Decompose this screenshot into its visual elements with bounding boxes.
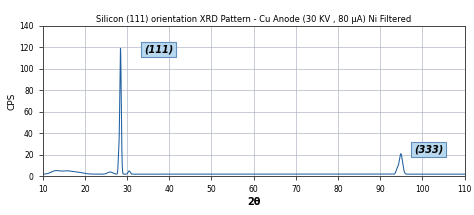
Text: (111): (111)	[144, 45, 173, 55]
Text: (333): (333)	[414, 145, 443, 155]
Y-axis label: CPS: CPS	[8, 92, 17, 110]
Title: Silicon (111) orientation XRD Pattern - Cu Anode (30 KV , 80 μA) Ni Filtered: Silicon (111) orientation XRD Pattern - …	[96, 15, 411, 24]
X-axis label: 2θ: 2θ	[247, 197, 260, 207]
